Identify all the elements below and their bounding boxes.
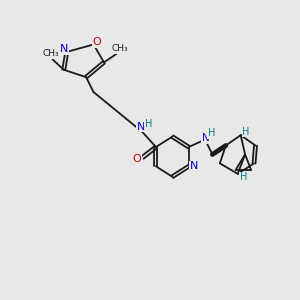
Text: CH₃: CH₃ (112, 44, 128, 53)
Text: H: H (208, 128, 215, 138)
Text: H: H (145, 119, 152, 129)
Text: N: N (60, 44, 68, 54)
Text: N: N (190, 161, 198, 171)
Text: N: N (202, 133, 209, 143)
Text: H: H (242, 127, 250, 136)
Text: CH₃: CH₃ (43, 50, 59, 58)
Text: O: O (92, 37, 101, 47)
Text: H: H (240, 172, 247, 182)
Text: N: N (137, 122, 145, 132)
Text: O: O (133, 154, 142, 164)
